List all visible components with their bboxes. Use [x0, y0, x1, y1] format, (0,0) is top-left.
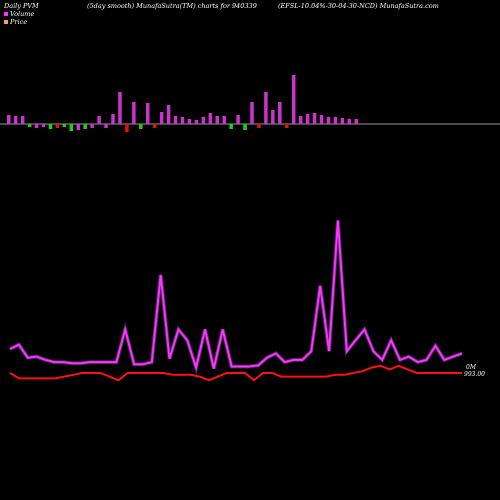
- legend-price-label: Price: [10, 18, 28, 26]
- legend-price-swatch: [4, 20, 8, 24]
- pvm-bar: [146, 103, 150, 124]
- legend-volume-label: Volume: [10, 10, 35, 18]
- pvm-bar: [180, 117, 185, 124]
- pvm-bar: [152, 124, 157, 128]
- legend-volume: Volume: [4, 10, 34, 18]
- pvm-bar: [215, 116, 219, 124]
- pvm-bar: [222, 116, 226, 124]
- pvm-bar: [229, 124, 233, 129]
- pvm-bar: [34, 124, 39, 128]
- pvm-bar: [62, 124, 67, 127]
- pvm-bar: [139, 124, 143, 129]
- pvm-bar: [48, 124, 53, 129]
- pvm-bar: [90, 124, 94, 128]
- pvm-bar: [326, 117, 331, 124]
- pvm-bar: [285, 124, 289, 128]
- chart-header-right: (EFSL-10.04%-30-04-30-NCD) MunafaSutra.c…: [278, 2, 439, 10]
- pvm-bar: [278, 102, 282, 124]
- pvm-bar: [166, 105, 171, 124]
- pvm-bar: [208, 113, 213, 124]
- pvm-bar: [305, 114, 310, 124]
- pvm-bar: [159, 112, 164, 124]
- pvm-bar: [340, 118, 345, 124]
- pvm-bar: [271, 110, 275, 124]
- pvm-bar: [243, 124, 247, 130]
- pvm-bar: [20, 116, 25, 124]
- lines-group: [9, 220, 463, 382]
- pvm-bar: [201, 117, 206, 124]
- pvm-bar: [27, 124, 32, 127]
- pvm-bar: [55, 124, 60, 128]
- pvm-bar: [173, 116, 178, 124]
- chart-header-left: Daily PVM: [4, 2, 39, 10]
- pvm-bar: [319, 115, 324, 124]
- pvm-bar: [298, 116, 303, 124]
- volume-axis-label: 0M: [466, 364, 477, 371]
- pvm-bar: [194, 120, 199, 124]
- pvm-bar: [111, 114, 115, 124]
- pvm-bar: [312, 113, 317, 124]
- legend-volume-swatch: [4, 12, 8, 16]
- pvm-bar: [104, 124, 108, 128]
- pvm-bar: [250, 102, 254, 124]
- pvm-bar: [187, 119, 192, 124]
- pvm-bar: [118, 92, 122, 124]
- pvm-bar: [347, 119, 352, 124]
- pvm-bar: [291, 75, 296, 124]
- volume-line: [9, 220, 463, 372]
- pvm-bar: [13, 116, 18, 124]
- pvm-bar: [354, 119, 358, 124]
- price-line: [9, 364, 462, 382]
- legend-price: Price: [4, 18, 27, 26]
- pvm-bar: [69, 124, 74, 131]
- pvm-bar: [236, 115, 240, 124]
- pvm-bar: [257, 124, 261, 128]
- pvm-bar: [264, 92, 268, 124]
- pvm-bar: [83, 124, 87, 129]
- pvm-bar: [7, 115, 11, 124]
- price-axis-label: 993.00: [464, 371, 485, 378]
- pvm-bar: [97, 116, 101, 124]
- pvm-bar: [333, 117, 338, 124]
- pvm-bar: [41, 124, 46, 127]
- pvm-bars: [7, 75, 358, 132]
- pvm-bar: [132, 102, 136, 124]
- pvm-bar: [125, 124, 129, 132]
- chart-header-middle: (5day smooth) MunafaSutra(TM) charts for…: [87, 2, 257, 10]
- pvm-bar: [76, 124, 80, 130]
